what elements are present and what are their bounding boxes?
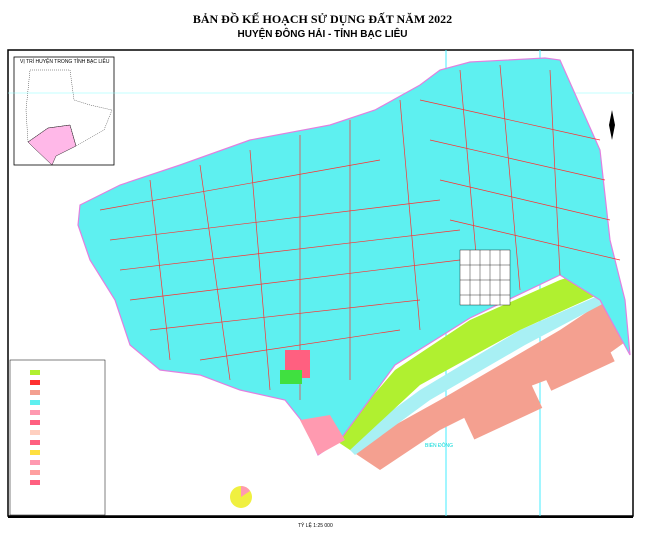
- urban-area: [300, 415, 345, 455]
- river-mouth-water: [345, 295, 610, 455]
- legend-swatches: [30, 370, 40, 485]
- coastal-forest: [335, 268, 604, 450]
- legend-box: [9, 359, 106, 516]
- scale-label: TỶ LỆ 1:25 000: [298, 523, 333, 529]
- aquaculture-grid: [459, 249, 511, 306]
- map-title: BẢN ĐỒ KẾ HOẠCH SỬ DỤNG ĐẤT NĂM 2022: [192, 12, 453, 26]
- inset-district-highlight: [27, 124, 77, 166]
- inset-title: VỊ TRÍ HUYỆN TRONG TỈNH BẠC LIÊU: [20, 59, 110, 65]
- district-land-area: [77, 57, 631, 456]
- map-subtitle: HUYỆN ĐÔNG HẢI - TỈNH BẠC LIÊU: [237, 29, 408, 40]
- north-arrow-icon: [609, 110, 615, 140]
- sea-label: BIỂN ĐÔNG: [425, 443, 454, 449]
- canal-network: [99, 64, 621, 400]
